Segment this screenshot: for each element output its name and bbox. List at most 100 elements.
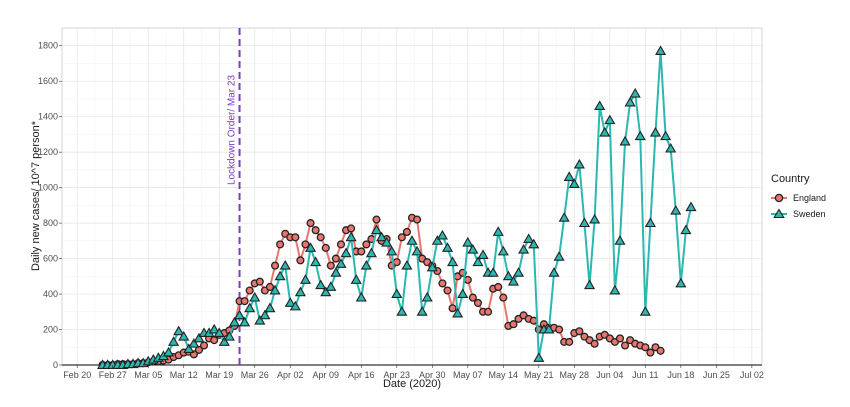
point-sweden <box>675 277 687 288</box>
point-england <box>276 240 285 249</box>
point-england <box>245 286 254 295</box>
point-england <box>555 325 564 334</box>
point-sweden <box>563 171 575 181</box>
point-sweden <box>320 286 332 297</box>
point-sweden <box>264 302 276 313</box>
point-sweden <box>249 291 261 302</box>
point-sweden <box>376 231 388 242</box>
x-tick-label: Jun 18 <box>667 370 694 380</box>
legend: Country England Sweden <box>771 173 826 219</box>
x-axis-title: Date (2020) <box>383 378 441 390</box>
point-england <box>240 297 249 306</box>
point-sweden <box>305 242 317 252</box>
point-sweden <box>325 281 337 291</box>
point-sweden <box>274 270 286 281</box>
point-england <box>397 233 406 242</box>
lockdown-annotation: Lockdown Order/ Mar 23 <box>227 28 241 365</box>
point-england <box>468 293 477 302</box>
point-sweden <box>558 212 570 222</box>
point-england <box>296 256 305 265</box>
point-sweden <box>360 259 372 270</box>
point-england <box>392 258 401 267</box>
point-england <box>372 215 381 224</box>
point-sweden <box>421 291 433 302</box>
point-england <box>565 337 574 346</box>
point-sweden <box>457 288 469 299</box>
x-tick-label: Feb 27 <box>99 370 127 380</box>
point-sweden <box>289 300 301 311</box>
y-tick-label: 0 <box>53 360 58 370</box>
point-sweden <box>223 330 235 341</box>
point-england <box>590 339 599 348</box>
point-sweden <box>644 217 656 228</box>
point-england <box>311 226 320 235</box>
legend-sweden-label: Sweden <box>793 209 826 219</box>
x-tick-label: May 21 <box>524 370 554 380</box>
plot-panel: Lockdown Order/ Mar 23 <box>61 27 763 370</box>
point-sweden <box>583 279 596 290</box>
point-england <box>499 293 508 302</box>
point-sweden <box>665 142 677 153</box>
point-sweden <box>254 314 266 325</box>
point-sweden <box>330 267 342 277</box>
point-sweden <box>162 346 175 357</box>
point-sweden <box>239 316 251 327</box>
point-england <box>438 279 447 288</box>
point-sweden <box>507 275 519 286</box>
point-sweden <box>649 126 662 137</box>
point-sweden <box>345 231 357 242</box>
point-sweden <box>553 251 565 261</box>
point-sweden <box>512 267 525 277</box>
point-sweden <box>310 256 322 267</box>
point-sweden <box>426 261 438 272</box>
point-england <box>448 304 457 313</box>
y-tick-label: 1600 <box>38 76 58 86</box>
legend-item-england: England <box>771 193 826 203</box>
point-england <box>615 334 625 343</box>
point-sweden <box>406 235 418 245</box>
point-england <box>321 243 330 252</box>
series-markers-sweden <box>97 45 697 369</box>
y-tick-label: 1800 <box>38 41 58 51</box>
point-england <box>336 240 346 249</box>
point-england <box>255 277 264 286</box>
point-sweden <box>294 286 306 297</box>
point-england <box>362 240 371 249</box>
x-axis: Feb 20 Feb 27 Mar 05 Mar 12 Mar 19 Mar 26 Apr … <box>63 365 764 380</box>
point-sweden <box>431 235 443 245</box>
point-sweden <box>411 245 423 256</box>
legend-england-label: England <box>793 193 826 203</box>
lockdown-label: Lockdown Order/ Mar 23 <box>227 75 238 185</box>
point-sweden <box>213 327 225 338</box>
point-sweden <box>487 267 499 277</box>
point-england <box>347 224 356 233</box>
point-england <box>413 215 422 224</box>
point-england <box>316 233 325 242</box>
point-england <box>494 282 503 292</box>
point-sweden <box>614 235 626 245</box>
y-tick-label: 1200 <box>38 147 58 157</box>
point-sweden <box>208 323 220 334</box>
x-tick-label: Jul 02 <box>740 370 764 380</box>
point-sweden <box>315 279 327 290</box>
point-sweden <box>634 130 646 141</box>
x-tick-label: Mar 05 <box>134 370 162 380</box>
x-tick-label: Apr 30 <box>419 370 446 380</box>
point-sweden <box>178 330 190 341</box>
point-sweden <box>629 87 641 98</box>
point-england <box>326 261 335 270</box>
x-tick-label: May 07 <box>453 370 483 380</box>
y-tick-label: 400 <box>43 289 58 299</box>
point-sweden <box>528 238 540 249</box>
point-sweden <box>594 100 606 110</box>
point-sweden <box>396 306 408 316</box>
point-sweden <box>269 284 281 295</box>
y-axis: 0 200 400 600 800 1000 1200 1400 1600 1800 <box>38 41 62 370</box>
point-sweden <box>355 291 367 302</box>
x-tick-label: Mar 19 <box>205 370 233 380</box>
point-sweden <box>492 226 504 236</box>
point-england <box>291 233 300 242</box>
point-england <box>443 286 452 295</box>
point-sweden <box>259 309 271 320</box>
